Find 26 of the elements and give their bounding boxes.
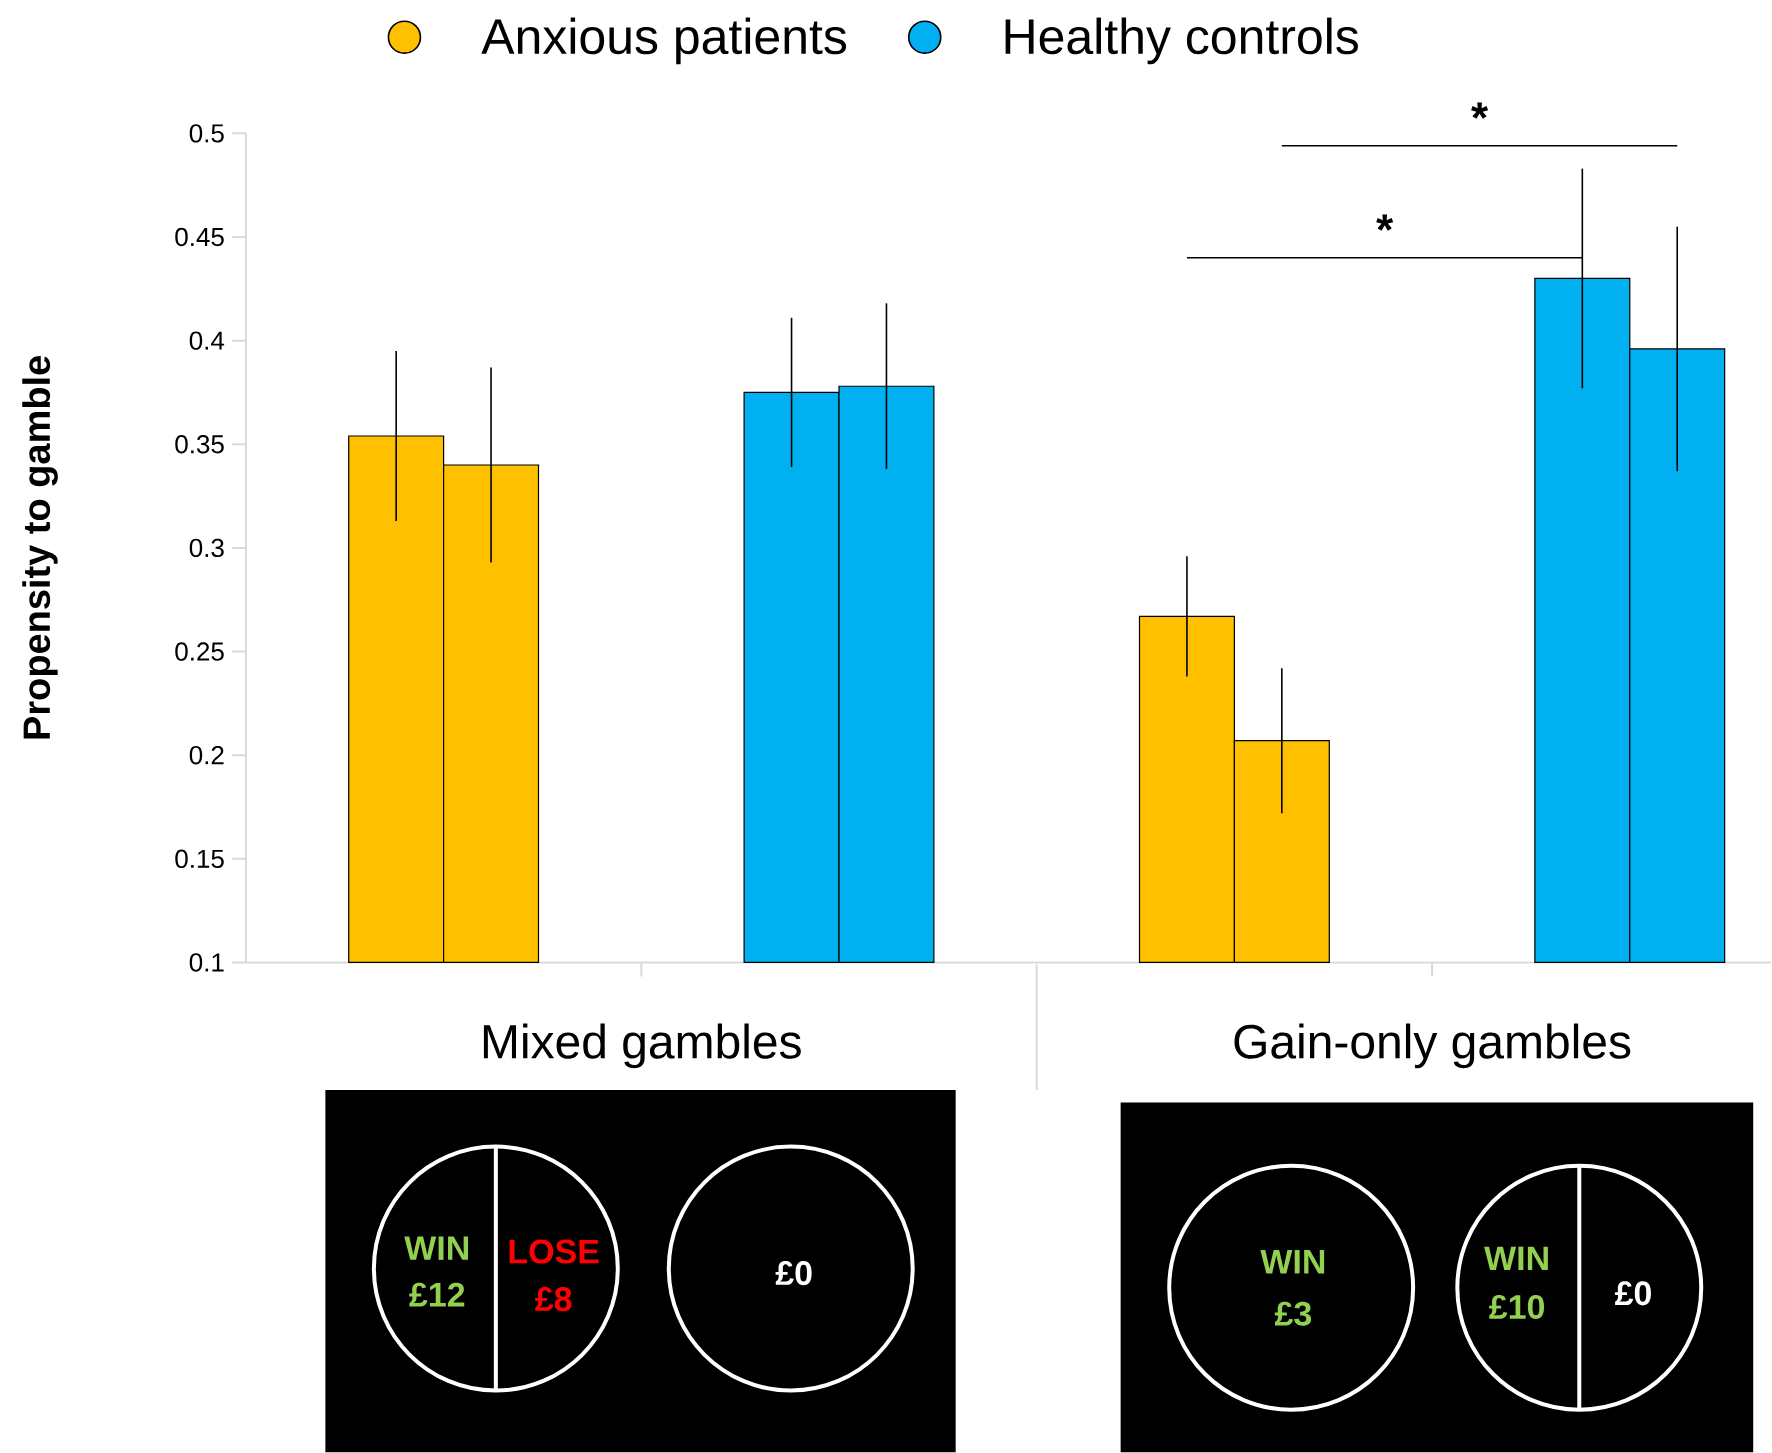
x-tick-label: Gain-only gambles [1234,1023,1631,1069]
text: WIN [1484,1246,1548,1271]
text: £8 [535,1287,572,1312]
text: £12 [409,1282,465,1307]
y-tick-label: 0.4 [189,331,225,351]
y-tick-label: 0.3 [189,538,224,558]
text: £10 [1489,1295,1545,1320]
x-tick-label: Mixed gambles [483,1023,801,1069]
text: £0 [775,1261,812,1286]
text: * [1471,102,1489,120]
y-tick-label: 0.2 [189,746,224,765]
y-tick-label: 0.1 [189,953,224,972]
y-tick-label: 0.5 [189,124,224,143]
y-axis-title: Propensity to gamble [22,356,58,739]
text: £3 [1274,1301,1312,1327]
legend-label: Anxious patients [481,17,847,65]
annotation: * [1376,214,1394,232]
text: WIN [1260,1250,1325,1274]
text: LOSE [509,1239,599,1264]
y-tick-label: 0.25 [175,642,224,661]
y-tick-label: 0.15 [175,849,224,869]
text: WIN [404,1236,469,1261]
text: £0 [1614,1281,1651,1306]
legend-label: Healthy controls [1005,17,1358,65]
y-tick-label: 0.35 [175,435,224,454]
y-tick-label: 0.45 [175,228,224,247]
